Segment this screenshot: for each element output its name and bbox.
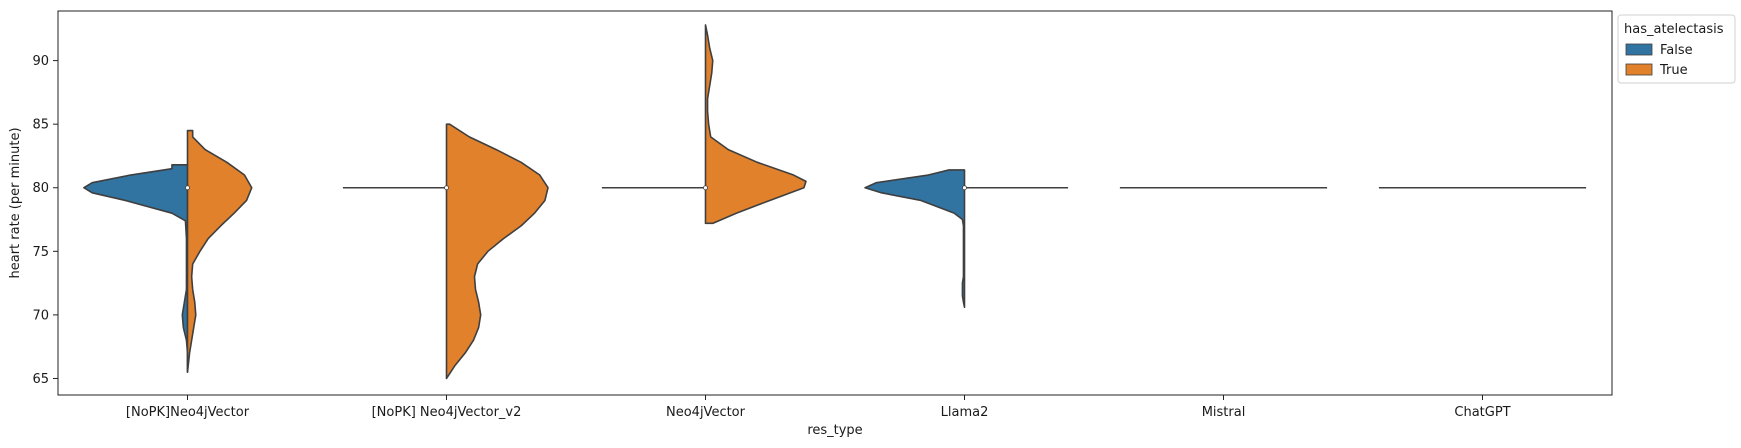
violin-group [601,24,807,225]
legend-swatch-true [1625,63,1653,76]
x-tick-label: Mistral [1202,405,1246,420]
x-tick-label: [NoPK] Neo4jVector_v2 [372,405,522,420]
violin-group [864,169,1069,309]
legend-label-false: False [1660,43,1693,58]
violin-false-half [864,169,966,309]
violin-true-half [704,24,807,225]
y-axis-label: heart rate (per minute) [8,127,23,278]
plot-area-border [57,10,1613,396]
median-marker [185,185,190,191]
x-axis-label: res_type [807,423,862,438]
y-tick-label: 65 [32,372,49,387]
x-tick-label: [NoPK]Neo4jVector [126,405,250,420]
y-tick-label: 90 [32,54,49,69]
violin-true-half [186,129,253,373]
y-tick-label: 70 [32,308,49,323]
y-tick-label: 80 [32,181,49,196]
legend-title: has_atelectasis [1624,22,1724,37]
median-marker [444,185,449,191]
violin-group [342,123,549,380]
x-tick-label: ChatGPT [1454,405,1510,420]
legend: has_atelectasis False True [1617,14,1736,84]
violin-true-half [445,123,549,380]
violin-group [83,129,253,373]
y-tick-label: 75 [32,245,49,260]
x-tick-label: Llama2 [941,405,989,420]
plot-frame [57,10,1613,396]
x-axis: [NoPK]Neo4jVector [NoPK] Neo4jVector_v2 Ne… [126,395,1511,420]
median-marker [962,185,967,191]
median-marker [703,185,708,191]
violin-false-half [83,164,189,373]
legend-swatch-false [1625,43,1653,56]
y-axis: 65 70 75 80 85 90 [32,54,58,387]
x-tick-label: Neo4jVector [666,405,746,420]
y-tick-label: 85 [32,118,49,133]
legend-label-true: True [1659,63,1688,78]
violins-layer [83,24,1587,380]
